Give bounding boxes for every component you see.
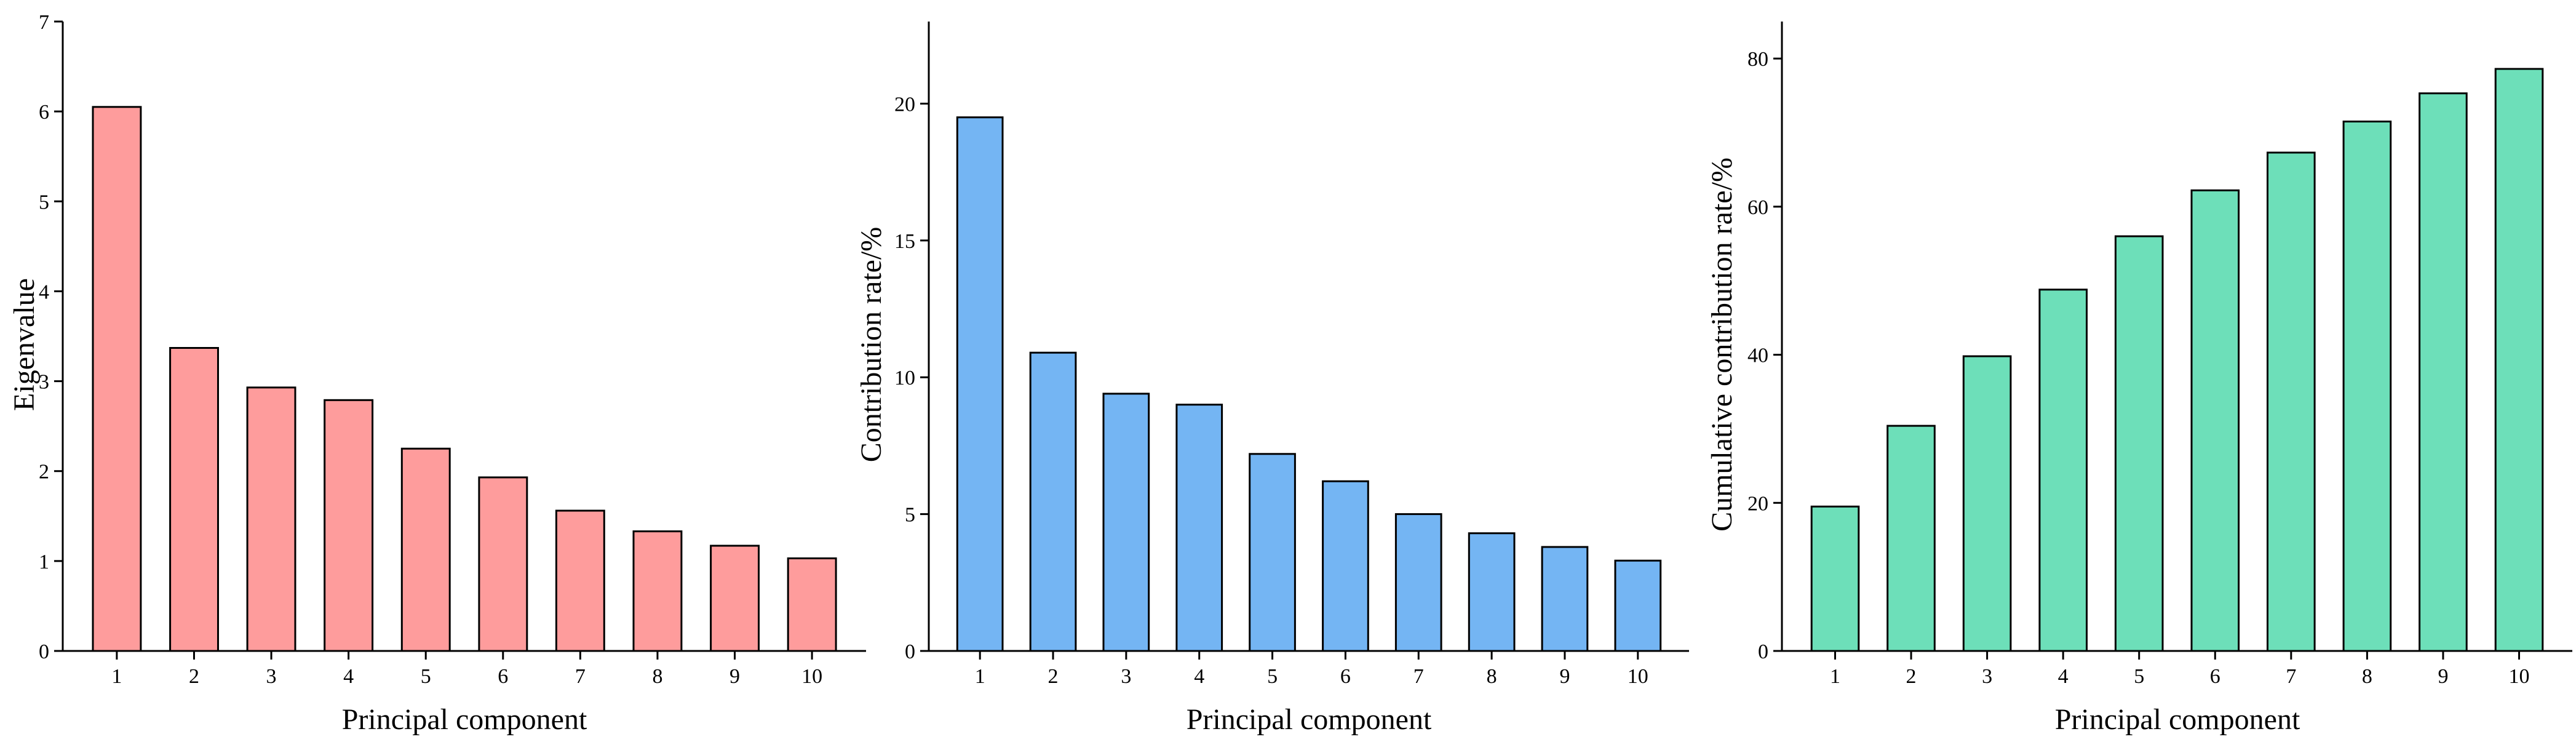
chart-0-ytick-label-4: 4 xyxy=(39,281,49,303)
chart-1-xtick-label-8: 8 xyxy=(1487,665,1497,688)
chart-1-xtick-label-2: 2 xyxy=(1048,665,1059,688)
chart-1-xtick-label-9: 9 xyxy=(1559,665,1570,688)
chart-1-bar-2 xyxy=(1029,351,1077,652)
chart-2-xlabel: Principal component xyxy=(2055,703,2300,736)
chart-0-ylabel: Eigenvalue xyxy=(8,278,41,411)
chart-2-bar-3 xyxy=(1962,355,2012,652)
chart-2-xtick-label-1: 1 xyxy=(1830,665,1840,688)
chart-1-xtick-label-6: 6 xyxy=(1340,665,1351,688)
chart-1-ytick-label-15: 15 xyxy=(894,230,915,253)
chart-0-ytick-label-1: 1 xyxy=(39,551,49,573)
chart-1-ytick-label-5: 5 xyxy=(905,504,915,527)
chart-0-ytick-label-0: 0 xyxy=(39,640,49,663)
chart-1-bar-4 xyxy=(1175,404,1223,652)
chart-0-bar-7 xyxy=(555,509,605,652)
chart-0-xtick-label-10: 10 xyxy=(801,665,822,688)
chart-0-ytick-label-6: 6 xyxy=(39,101,49,124)
chart-2-xtick-label-10: 10 xyxy=(2509,665,2530,688)
chart-2-bar-2 xyxy=(1886,425,1936,652)
chart-0-ytick-label-2: 2 xyxy=(39,461,49,484)
chart-0-xtick-label-4: 4 xyxy=(343,665,354,688)
eigenvalue-chart: Eigenvalue Principal component 0 1 2 3 4 5 6 7 1… xyxy=(8,11,866,736)
chart-2-xtick-label-4: 4 xyxy=(2058,665,2069,688)
chart-1-xtick-label-5: 5 xyxy=(1267,665,1278,688)
chart-2-ytick-label-60: 60 xyxy=(1747,196,1768,219)
cumulative-contribution-rate-chart: Cumulative contribution rate/% Principal… xyxy=(1706,22,2572,736)
chart-2-bar-4 xyxy=(2038,289,2088,652)
contribution-rate-chart: Contribution rate/% Principal component … xyxy=(855,22,1689,736)
chart-1-ytick-label-20: 20 xyxy=(894,93,915,116)
chart-1-xtick-label-1: 1 xyxy=(975,665,985,688)
chart-0-bar-5 xyxy=(400,447,451,652)
chart-0-bar-4 xyxy=(324,399,374,652)
chart-1-xtick-label-4: 4 xyxy=(1194,665,1204,688)
chart-1-ytick-label-10: 10 xyxy=(894,367,915,389)
chart-0-bar-2 xyxy=(169,347,220,652)
chart-2-xtick-label-6: 6 xyxy=(2210,665,2220,688)
chart-1-bar-3 xyxy=(1102,393,1150,652)
chart-1-xtick-label-7: 7 xyxy=(1413,665,1424,688)
chart-1-xtick-label-10: 10 xyxy=(1628,665,1648,688)
chart-2-xtick-label-3: 3 xyxy=(1982,665,1992,688)
chart-2-bar-8 xyxy=(2342,121,2392,652)
chart-2-bar-9 xyxy=(2419,92,2468,652)
chart-0-ytick-label-3: 3 xyxy=(39,371,49,394)
chart-0-xtick-label-5: 5 xyxy=(421,665,431,688)
chart-2-ytick-label-80: 80 xyxy=(1747,48,1768,71)
chart-0-bar-10 xyxy=(787,557,837,652)
chart-0-xtick-label-8: 8 xyxy=(652,665,662,688)
chart-1-xlabel: Principal component xyxy=(1187,703,1432,736)
chart-2-ytick-label-0: 0 xyxy=(1758,640,1768,663)
chart-1-ylabel: Contribution rate/% xyxy=(855,227,888,463)
chart-0-xlabel: Principal component xyxy=(342,703,587,736)
chart-2-xtick-label-8: 8 xyxy=(2362,665,2372,688)
chart-0-xtick-label-2: 2 xyxy=(189,665,199,688)
chart-0-bar-9 xyxy=(710,545,760,652)
chart-0-xtick-label-3: 3 xyxy=(266,665,277,688)
chart-1-ytick-label-0: 0 xyxy=(905,640,915,663)
chart-2-xtick-label-5: 5 xyxy=(2134,665,2144,688)
chart-0-ytick-label-7: 7 xyxy=(39,11,49,34)
chart-0-bar-8 xyxy=(632,530,683,652)
chart-1-bar-8 xyxy=(1468,532,1516,652)
chart-2-xtick-label-7: 7 xyxy=(2286,665,2296,688)
chart-1-bar-6 xyxy=(1322,480,1369,652)
chart-2-bar-5 xyxy=(2114,235,2164,652)
chart-0-xtick-label-6: 6 xyxy=(498,665,508,688)
chart-1-bar-7 xyxy=(1394,513,1442,652)
chart-1-bar-10 xyxy=(1614,559,1662,652)
chart-0-xtick-label-7: 7 xyxy=(575,665,586,688)
chart-0-bar-3 xyxy=(246,386,296,652)
chart-0-ytick-label-5: 5 xyxy=(39,191,49,213)
chart-1-bar-1 xyxy=(956,116,1004,652)
chart-0-xtick-label-9: 9 xyxy=(729,665,740,688)
chart-2-xtick-label-2: 2 xyxy=(1906,665,1917,688)
chart-2-bar-10 xyxy=(2494,68,2544,652)
chart-1-bar-9 xyxy=(1541,546,1589,652)
chart-2-bar-6 xyxy=(2190,189,2240,652)
chart-1-xtick-label-3: 3 xyxy=(1121,665,1131,688)
chart-0-bar-1 xyxy=(92,106,142,652)
chart-2-ytick-label-20: 20 xyxy=(1747,492,1768,515)
chart-0-bar-6 xyxy=(478,476,528,652)
chart-2-bar-1 xyxy=(1810,505,1860,652)
chart-0-xtick-label-1: 1 xyxy=(111,665,122,688)
chart-2-ylabel: Cumulative contribution rate/% xyxy=(1706,158,1738,532)
chart-2-bar-7 xyxy=(2267,151,2316,652)
chart-2-ytick-label-40: 40 xyxy=(1747,345,1768,367)
chart-2-xtick-label-9: 9 xyxy=(2438,665,2448,688)
chart-1-bar-5 xyxy=(1249,453,1296,652)
